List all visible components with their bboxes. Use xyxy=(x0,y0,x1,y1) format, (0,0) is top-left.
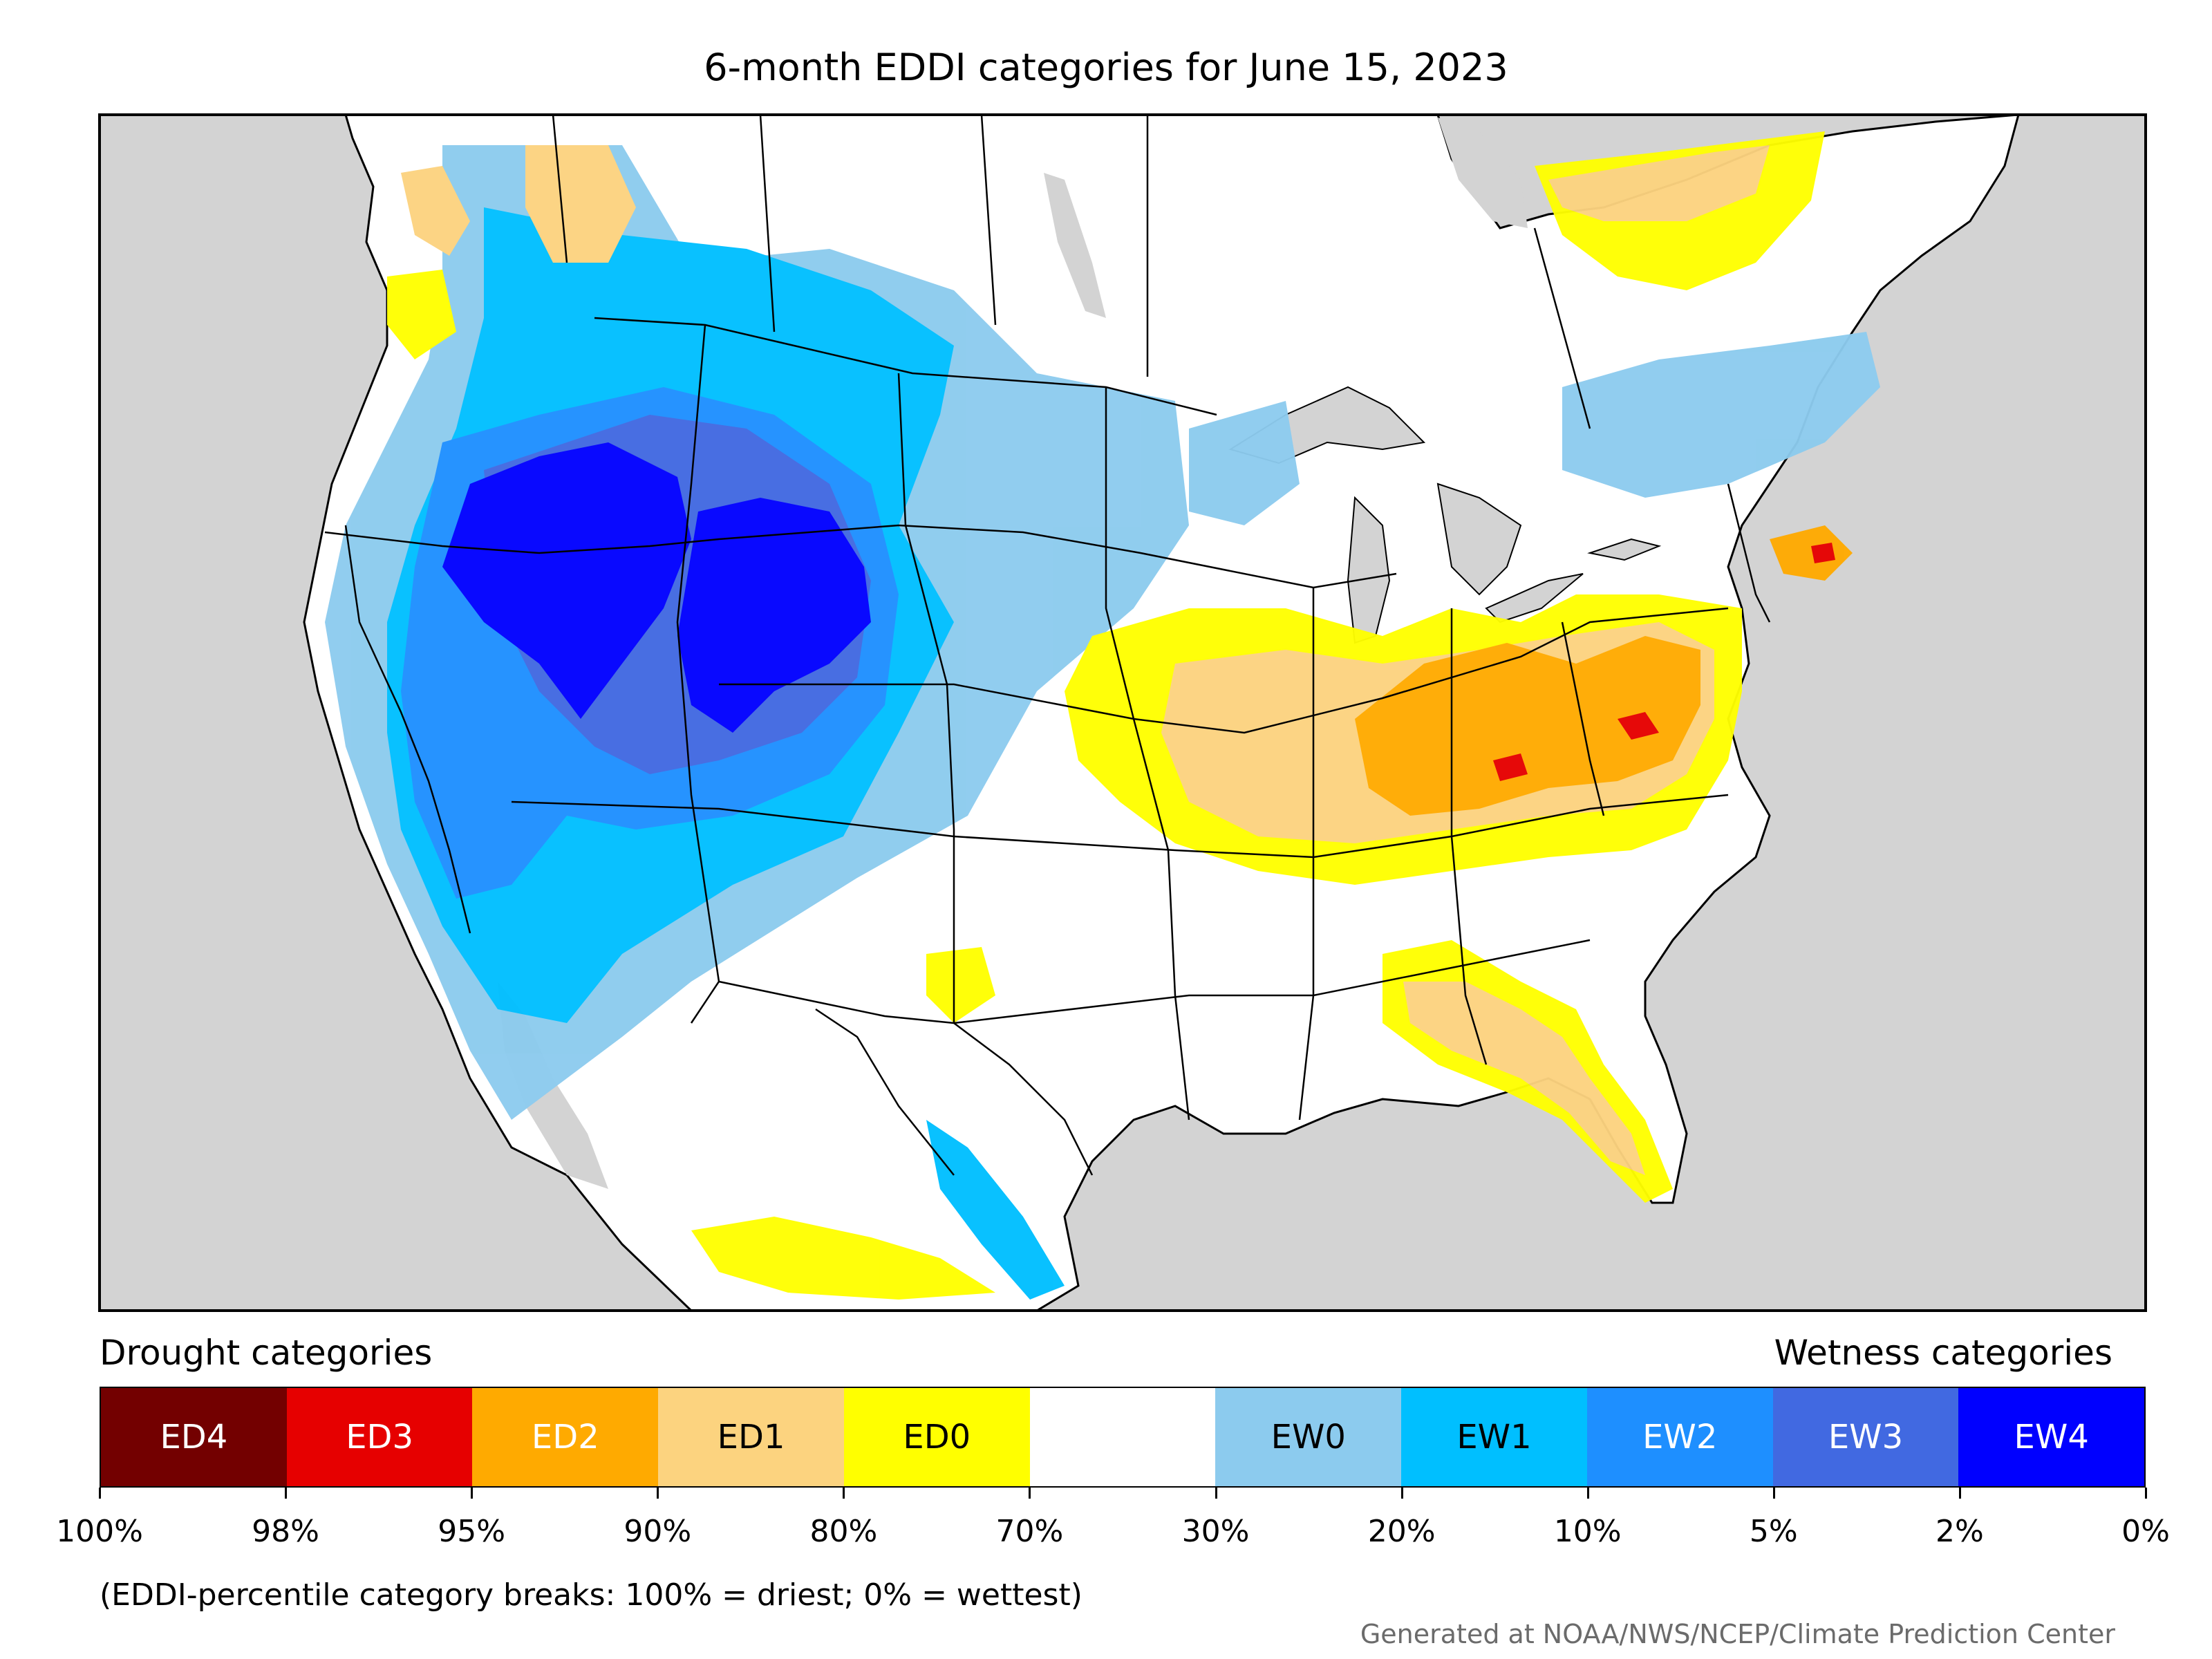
colorbar-tick-label: 100% xyxy=(56,1514,143,1549)
colorbar-tick-label: 98% xyxy=(252,1514,319,1549)
colorbar-tick xyxy=(1772,1488,1775,1499)
wetness-categories-heading: Wetness categories xyxy=(1774,1333,2112,1373)
colorbar-tick xyxy=(1029,1488,1031,1499)
lake-huron xyxy=(1436,482,1522,596)
category-ew0: EW0 xyxy=(1215,1388,1402,1486)
region-ew4-great-basin xyxy=(442,442,691,719)
colorbar-tick xyxy=(1215,1488,1217,1499)
credit-line: Generated at NOAA/NWS/NCEP/Climate Predi… xyxy=(1360,1619,2115,1649)
colorbar-tick xyxy=(471,1488,474,1499)
region-ed3-massachusetts xyxy=(1811,543,1835,563)
region-ew4-wyoming xyxy=(677,498,871,733)
category-breaks-note: (EDDI-percentile category breaks: 100% =… xyxy=(100,1577,1082,1613)
region-ed0-pacnw xyxy=(387,270,456,359)
map-frame xyxy=(98,113,2147,1312)
region-ed0-texas xyxy=(926,947,995,1023)
category-ew3: EW3 xyxy=(1772,1388,1959,1486)
colorbar-tick-label: 0% xyxy=(2121,1514,2170,1549)
region-ew1-texas xyxy=(926,1120,1065,1300)
region-ew2-northeast xyxy=(1562,332,1880,498)
colorbar-tick xyxy=(843,1488,845,1499)
colorbar-tick-label: 30% xyxy=(1181,1514,1250,1549)
colorbar-tick xyxy=(1586,1488,1589,1499)
region-ed3-virginia xyxy=(1618,712,1659,740)
region-ed1-pacnw xyxy=(401,166,470,256)
category-ed1: ED1 xyxy=(658,1388,844,1486)
region-ed1-bc xyxy=(525,145,636,263)
map-title: 6-month EDDI categories for June 15, 202… xyxy=(704,46,1508,89)
colorbar-tick xyxy=(1958,1488,1961,1499)
lake-winnipeg xyxy=(1044,173,1106,318)
hudson-bay-inlet xyxy=(1438,118,1528,228)
colorbar-tick xyxy=(1400,1488,1403,1499)
colorbar-tick xyxy=(2145,1488,2147,1499)
category-ed3: ED3 xyxy=(286,1388,473,1486)
category-ew4: EW4 xyxy=(1958,1388,2145,1486)
colorbar-tick xyxy=(99,1488,101,1499)
lake-ontario xyxy=(1587,538,1662,561)
region-ed1-southeast xyxy=(1403,982,1645,1175)
colorbar-tick-label: 10% xyxy=(1553,1514,1622,1549)
category-neutral xyxy=(1029,1388,1216,1486)
category-ed2: ED2 xyxy=(472,1388,659,1486)
category-colorbar: ED4 ED3 ED2 ED1 ED0 EW0 EW1 EW2 EW3 EW4 xyxy=(100,1387,2146,1488)
colorbar-tick-label: 80% xyxy=(809,1514,878,1549)
region-ed3-kentucky xyxy=(1493,753,1528,781)
region-ed2-new-england xyxy=(1770,525,1853,581)
region-ew0-greatlakes xyxy=(1189,401,1300,525)
colorbar-tick-label: 20% xyxy=(1367,1514,1436,1549)
category-ed0: ED0 xyxy=(843,1388,1030,1486)
colorbar-tick-label: 5% xyxy=(1749,1514,1798,1549)
drought-categories-heading: Drought categories xyxy=(100,1333,433,1373)
category-ed4: ED4 xyxy=(101,1388,287,1486)
colorbar-tick xyxy=(285,1488,288,1499)
colorbar-tick xyxy=(657,1488,659,1499)
political-boundaries xyxy=(324,114,1771,1176)
colorbar-tick-label: 2% xyxy=(1936,1514,1984,1549)
eddi-map xyxy=(98,113,2147,1312)
colorbar-tick-label: 70% xyxy=(995,1514,1064,1549)
region-ed0-mexico xyxy=(691,1217,995,1300)
category-ew1: EW1 xyxy=(1401,1388,1587,1486)
colorbar-tick-label: 90% xyxy=(624,1514,692,1549)
colorbar-tick-label: 95% xyxy=(438,1514,506,1549)
region-ed1-quebec xyxy=(1548,145,1770,221)
category-ew2: EW2 xyxy=(1586,1388,1773,1486)
